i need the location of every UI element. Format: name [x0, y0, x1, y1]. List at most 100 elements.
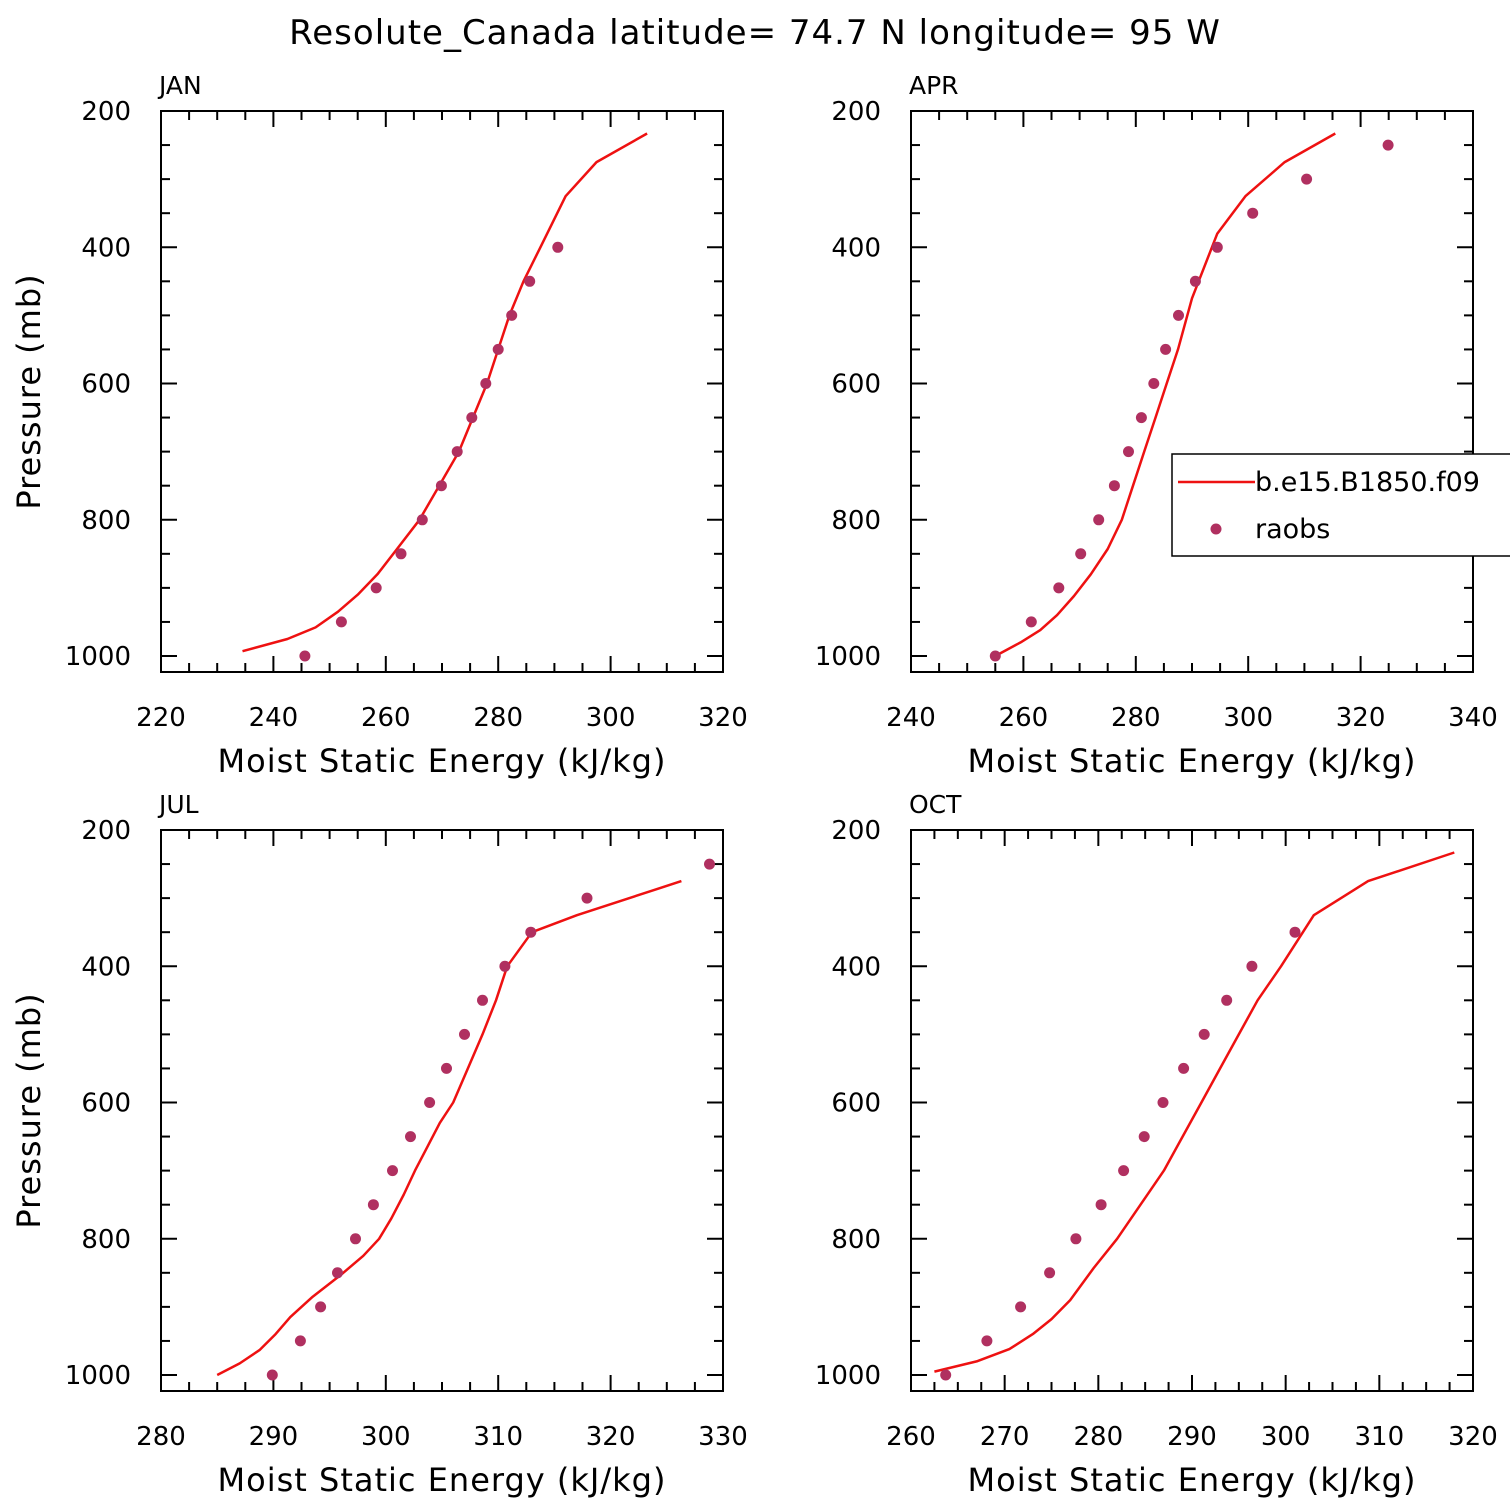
raobs-point: [1070, 1233, 1082, 1245]
x-tick-label: 280: [1111, 703, 1161, 733]
model-line: [242, 132, 648, 653]
raobs-point: [1221, 994, 1233, 1006]
raobs-point: [294, 1335, 306, 1347]
figure-title: Resolute_Canada latitude= 74.7 N longitu…: [289, 13, 1221, 53]
legend-obs-swatch: [1210, 523, 1222, 535]
panel-label: JUL: [157, 790, 199, 819]
raobs-point: [1157, 1097, 1169, 1108]
y-tick-label: 200: [831, 97, 881, 127]
x-tick-label: 260: [886, 1422, 936, 1452]
raobs-point: [370, 582, 382, 594]
y-tick-label: 1000: [65, 1361, 131, 1391]
chart-panel-apr: 240 260 280 300 320 340 200 400 600 800 1000 APR Moi…: [815, 71, 1498, 780]
raobs-point: [1075, 548, 1087, 560]
plot-frame: [160, 829, 724, 1392]
raobs-point: [332, 1267, 343, 1279]
x-tick-label: 220: [136, 703, 186, 733]
raobs-point: [459, 1028, 470, 1040]
raobs-point: [1135, 412, 1147, 424]
y-axis-label: Pressure (mb): [10, 273, 48, 509]
x-tick-label: 290: [1167, 1422, 1217, 1452]
x-tick-label: 260: [999, 703, 1049, 733]
plot-frame: [160, 110, 724, 673]
panel-label: APR: [909, 71, 959, 100]
x-tick-label: 320: [698, 703, 748, 733]
model-line: [994, 132, 1336, 658]
legend-model-label: b.e15.B1850.f09: [1255, 467, 1480, 498]
raobs-point: [1301, 173, 1313, 185]
legend-box: [1171, 453, 1510, 557]
chart-panel-oct: 260 270 280 290 300 310 320 200 400 600 800 1000 OCT…: [815, 790, 1498, 1499]
x-tick-label: 320: [1336, 703, 1386, 733]
x-axis-label: Moist Static Energy (kJ/kg): [968, 1461, 1417, 1499]
raobs-point: [940, 1369, 952, 1381]
raobs-point: [441, 1062, 452, 1074]
x-axis-label: Moist Static Energy (kJ/kg): [218, 1461, 667, 1499]
x-tick-label: 290: [249, 1422, 299, 1452]
y-tick-label: 400: [81, 952, 131, 982]
raobs-point: [395, 548, 407, 560]
raobs-point: [499, 960, 511, 972]
raobs-point: [416, 514, 428, 526]
y-tick-label: 200: [81, 816, 131, 846]
x-tick-label: 260: [361, 703, 411, 733]
y-tick-label: 800: [81, 506, 131, 536]
raobs-point: [435, 480, 447, 492]
raobs-point: [704, 858, 715, 870]
x-tick-label: 340: [1448, 703, 1498, 733]
x-tick-label: 330: [698, 1422, 748, 1452]
panels: 220 240 260 280 300 320 200 400 600 800 1000 JAN Moi…: [10, 71, 1498, 1499]
raobs-point: [451, 446, 463, 458]
raobs-point: [981, 1335, 993, 1347]
plot-frame: [910, 110, 1474, 673]
x-tick-label: 320: [1448, 1422, 1498, 1452]
raobs-point: [506, 309, 518, 321]
raobs-point: [1178, 1062, 1190, 1074]
raobs-point: [1095, 1199, 1107, 1211]
raobs-point: [299, 650, 311, 662]
chart-panel-jul: 280 290 300 310 320 330 200 400 600 800 1000 JUL Moi…: [10, 790, 748, 1499]
raobs-point: [1053, 582, 1065, 594]
raobs-point: [266, 1369, 278, 1381]
raobs-point: [1289, 926, 1301, 938]
raobs-point: [480, 378, 492, 389]
raobs-point: [1093, 514, 1105, 526]
y-tick-label: 600: [81, 1089, 131, 1119]
raobs-point: [1198, 1028, 1210, 1040]
raobs-point: [477, 994, 488, 1006]
x-tick-label: 280: [473, 703, 523, 733]
y-tick-label: 800: [831, 506, 881, 536]
raobs-point: [1015, 1301, 1027, 1313]
raobs-point: [524, 275, 536, 287]
y-tick-label: 200: [81, 97, 131, 127]
x-tick-label: 280: [136, 1422, 186, 1452]
x-tick-label: 300: [586, 703, 636, 733]
raobs-point: [1246, 960, 1258, 972]
x-tick-label: 300: [1261, 1422, 1311, 1452]
raobs-point: [387, 1165, 398, 1177]
x-tick-label: 310: [1355, 1422, 1405, 1452]
y-tick-label: 1000: [815, 642, 881, 672]
y-tick-label: 600: [831, 1089, 881, 1119]
raobs-point: [466, 412, 478, 424]
y-tick-label: 200: [831, 816, 881, 846]
raobs-point: [367, 1199, 379, 1211]
plot-frame: [910, 829, 1474, 1392]
raobs-point: [1173, 309, 1184, 321]
x-axis-label: Moist Static Energy (kJ/kg): [218, 742, 667, 780]
legend: b.e15.B1850.f09 raobs: [1171, 453, 1510, 557]
panel-label: JAN: [157, 71, 202, 100]
raobs-point: [492, 343, 504, 355]
raobs-point: [1123, 446, 1134, 458]
raobs-point: [581, 892, 593, 904]
x-axis-label: Moist Static Energy (kJ/kg): [968, 742, 1417, 780]
model-line: [934, 851, 1455, 1373]
x-tick-label: 270: [980, 1422, 1030, 1452]
raobs-point: [1382, 139, 1394, 151]
raobs-point: [1247, 207, 1259, 219]
raobs-point: [1108, 480, 1120, 492]
raobs-point: [1211, 241, 1223, 253]
y-tick-label: 600: [81, 370, 131, 400]
raobs-point: [424, 1097, 436, 1108]
panel-label: OCT: [909, 790, 962, 819]
